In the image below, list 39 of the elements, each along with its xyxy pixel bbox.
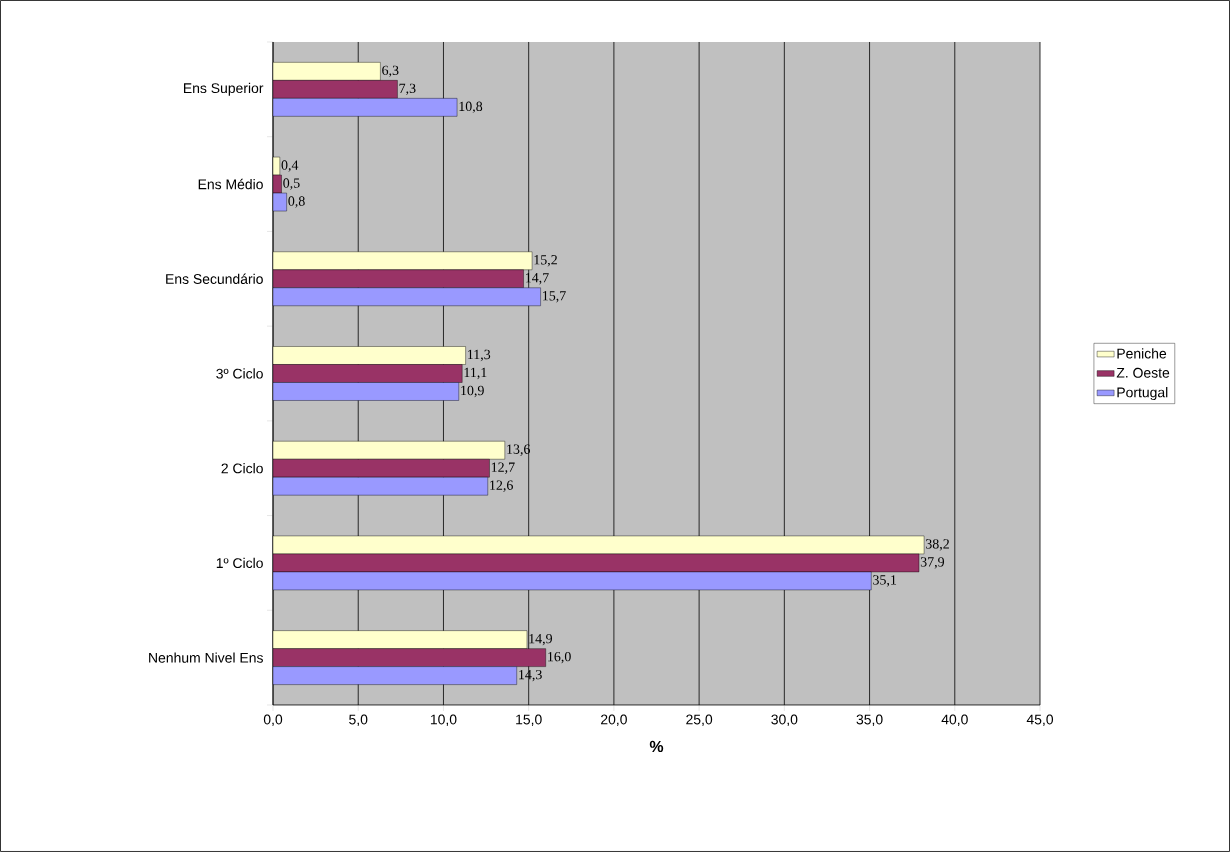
x-tick-label: 30,0: [771, 714, 798, 727]
data-label: 0,4: [281, 160, 299, 172]
data-label: 14,9: [529, 633, 553, 646]
x-tick-label: 20,0: [601, 714, 627, 727]
y-tick-label: 1º Ciclo: [216, 557, 263, 569]
data-label: 12,7: [491, 462, 515, 474]
data-label: 12,6: [490, 480, 513, 492]
data-label: 10,9: [461, 385, 484, 398]
legend-label: Z. Oeste: [1116, 367, 1170, 378]
data-label: 7,3: [399, 83, 416, 96]
data-label: 37,9: [920, 557, 945, 569]
x-tick-label: 10,0: [430, 714, 457, 727]
data-label: 0,5: [283, 178, 300, 190]
data-label: 15,2: [534, 255, 557, 267]
y-tick-label: Ens Médio: [198, 178, 263, 190]
data-label: 10,8: [459, 101, 483, 114]
data-label: 11,3: [468, 349, 491, 362]
y-tick-label: 2 Ciclo: [221, 463, 263, 474]
x-tick-label: 15,0: [516, 714, 542, 727]
x-tick-label: 25,0: [686, 714, 713, 727]
data-label: 35,1: [873, 575, 897, 587]
x-tick-label: 0,0: [263, 714, 283, 727]
y-tick-label: Ens Secundário: [166, 273, 263, 284]
legend-label: Peniche: [1117, 348, 1167, 359]
data-label: 16,0: [548, 651, 571, 664]
x-tick-label: 35,0: [856, 714, 883, 727]
x-axis-title: %: [649, 740, 664, 753]
data-label: 0,8: [288, 196, 305, 208]
data-label: 15,7: [543, 291, 566, 303]
data-label: 38,2: [925, 539, 949, 551]
legend-label: Portugal: [1117, 387, 1168, 401]
y-tick-label: Nenhum Nivel Ens: [149, 652, 263, 663]
data-label: 11,1: [464, 367, 487, 380]
data-label: 6,3: [382, 65, 399, 78]
y-tick-label: Ens Superior: [184, 82, 264, 96]
y-tick-label: 3º Ciclo: [216, 368, 263, 379]
x-tick-label: 45,0: [1026, 714, 1054, 727]
x-tick-label: 40,0: [941, 714, 968, 727]
x-tick-label: 5,0: [349, 714, 368, 727]
